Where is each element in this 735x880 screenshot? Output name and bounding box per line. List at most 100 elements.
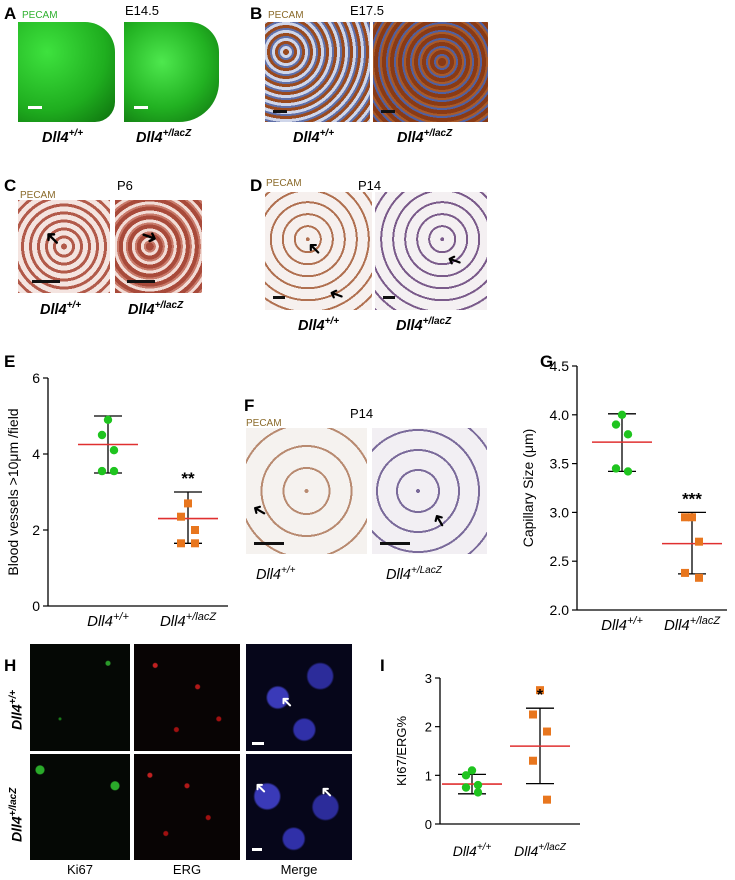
y-axis-label: Blood vessels >10μm /field [5, 408, 21, 575]
stage-label-a: E14.5 [125, 3, 159, 18]
genotype-label-d-wt: Dll4+/+ [298, 316, 340, 334]
y-tick-label: 0 [32, 598, 40, 614]
data-point [461, 771, 471, 780]
x-category-sup: +/lacZ [690, 615, 722, 627]
panel-label-d: D [250, 176, 263, 195]
x-category-label: Dll4+/+ [601, 615, 643, 634]
genotype-label-b-wt: Dll4+/+ [293, 128, 335, 146]
data-point [473, 788, 483, 797]
data-point [695, 537, 703, 546]
y-tick-label: 4.5 [550, 358, 570, 374]
scale-bar [127, 280, 155, 283]
scale-bar [28, 106, 42, 109]
channel-label-erg: ERG [172, 862, 202, 877]
stage-label-f: P14 [350, 406, 374, 421]
micrograph-a-het [124, 22, 219, 122]
row-label-h-het: Dll4+/lacZ [8, 787, 25, 842]
micrograph-d-wt: ➜ ➜ [265, 192, 372, 310]
data-point [543, 727, 551, 736]
y-tick-label: 6 [32, 370, 40, 386]
genotype-label-d-het: Dll4+/lacZ [396, 316, 452, 334]
y-tick-label: 1 [425, 768, 432, 783]
data-point [536, 686, 544, 695]
micrograph-d-het: ➜ [375, 192, 487, 310]
scale-bar [380, 542, 410, 545]
x-category-label: Dll4+/+ [87, 611, 129, 630]
stage-label-c: P6 [117, 178, 133, 193]
x-category-label: Dll4+/lacZ [514, 842, 567, 859]
data-point [473, 780, 483, 790]
panel-label-g: G [540, 352, 554, 371]
chart-i: 0 1 2 3 KI67/ERG% Dll4+/+ Dll4+/lacZ * [394, 671, 580, 859]
data-point [109, 446, 119, 455]
data-point [681, 568, 689, 577]
panel-label-i: I [380, 656, 385, 675]
row-label-h-wt: Dll4+/+ [8, 689, 25, 730]
data-point [177, 512, 185, 521]
scale-bar [273, 110, 287, 113]
data-point [529, 710, 537, 719]
x-category-sup: +/+ [627, 615, 643, 627]
scale-bar [381, 110, 395, 113]
genotype-label-c-het: Dll4+/lacZ [128, 300, 184, 318]
arrow-icon: ➜ [247, 498, 271, 524]
arrow-icon: ➜ [137, 223, 161, 251]
data-point [611, 420, 621, 429]
scale-bar [32, 280, 60, 283]
y-tick-label: 3 [425, 671, 432, 686]
genotype-label-f-wt: Dll4+/+ [256, 565, 296, 583]
data-point [191, 539, 199, 548]
y-tick-label: 2.5 [550, 553, 570, 569]
stain-label-a: PECAM [22, 10, 58, 21]
data-point [623, 467, 633, 476]
chart-g: 2.0 2.5 3.0 3.5 4.0 4.5 Capillary Size (μm) Dll… [520, 358, 727, 634]
data-point [177, 539, 185, 548]
scale-bar [254, 542, 284, 545]
y-axis-label: Capillary Size (μm) [520, 429, 536, 548]
fluor-merge-wt: ➜ [246, 644, 352, 751]
data-point [529, 756, 537, 765]
channel-label-ki67: Ki67 [66, 862, 94, 877]
data-point [461, 783, 471, 792]
fluor-erg-het [134, 754, 240, 860]
fluor-erg-wt [134, 644, 240, 751]
data-point [623, 430, 633, 439]
x-category-sup: +/lacZ [538, 842, 566, 853]
micrograph-c-wt: ➜ [18, 200, 110, 293]
scale-bar [273, 296, 285, 299]
stain-label-c: PECAM [20, 190, 56, 201]
panel-label-h: H [4, 656, 17, 675]
y-tick-label: 2 [425, 720, 432, 735]
y-tick-label: 3.5 [550, 456, 570, 472]
x-category-sup: +/lacZ [186, 611, 218, 623]
panel-label-a: A [4, 4, 17, 23]
stage-label-d: P14 [358, 178, 382, 193]
x-category-label: Dll4+/lacZ [160, 611, 217, 630]
micrograph-f-het: ➜ [372, 428, 487, 554]
x-category-sup: +/+ [113, 611, 129, 623]
x-category-label: Dll4+/lacZ [664, 615, 721, 634]
stain-label-b: PECAM [268, 10, 304, 21]
micrograph-b-het [373, 22, 488, 122]
stage-label-b: E17.5 [350, 3, 384, 18]
arrow-icon: ➜ [301, 236, 327, 262]
y-tick-label: 2.0 [550, 602, 570, 618]
data-point [617, 410, 627, 419]
x-category-sup: +/+ [477, 842, 492, 853]
micrograph-b-wt [265, 22, 370, 122]
y-tick-label: 3.0 [550, 504, 570, 520]
micrograph-a-wt [18, 22, 115, 122]
panel-label-f: F [244, 396, 255, 415]
arrow-icon: ➜ [250, 776, 272, 799]
genotype-label-c-wt: Dll4+/+ [40, 300, 82, 318]
genotype-label-f-het: Dll4+/LacZ [386, 565, 442, 583]
fluor-ki67-wt [30, 644, 130, 751]
stain-label-f: PECAM [246, 418, 282, 429]
panel-label-c: C [4, 176, 17, 195]
fluor-merge-het: ➜ ➜ [246, 754, 352, 860]
panel-label-e: E [4, 352, 16, 371]
panel-label-b: B [250, 4, 263, 23]
scale-bar [134, 106, 148, 109]
data-point [103, 415, 113, 424]
y-tick-label: 4 [32, 446, 40, 462]
